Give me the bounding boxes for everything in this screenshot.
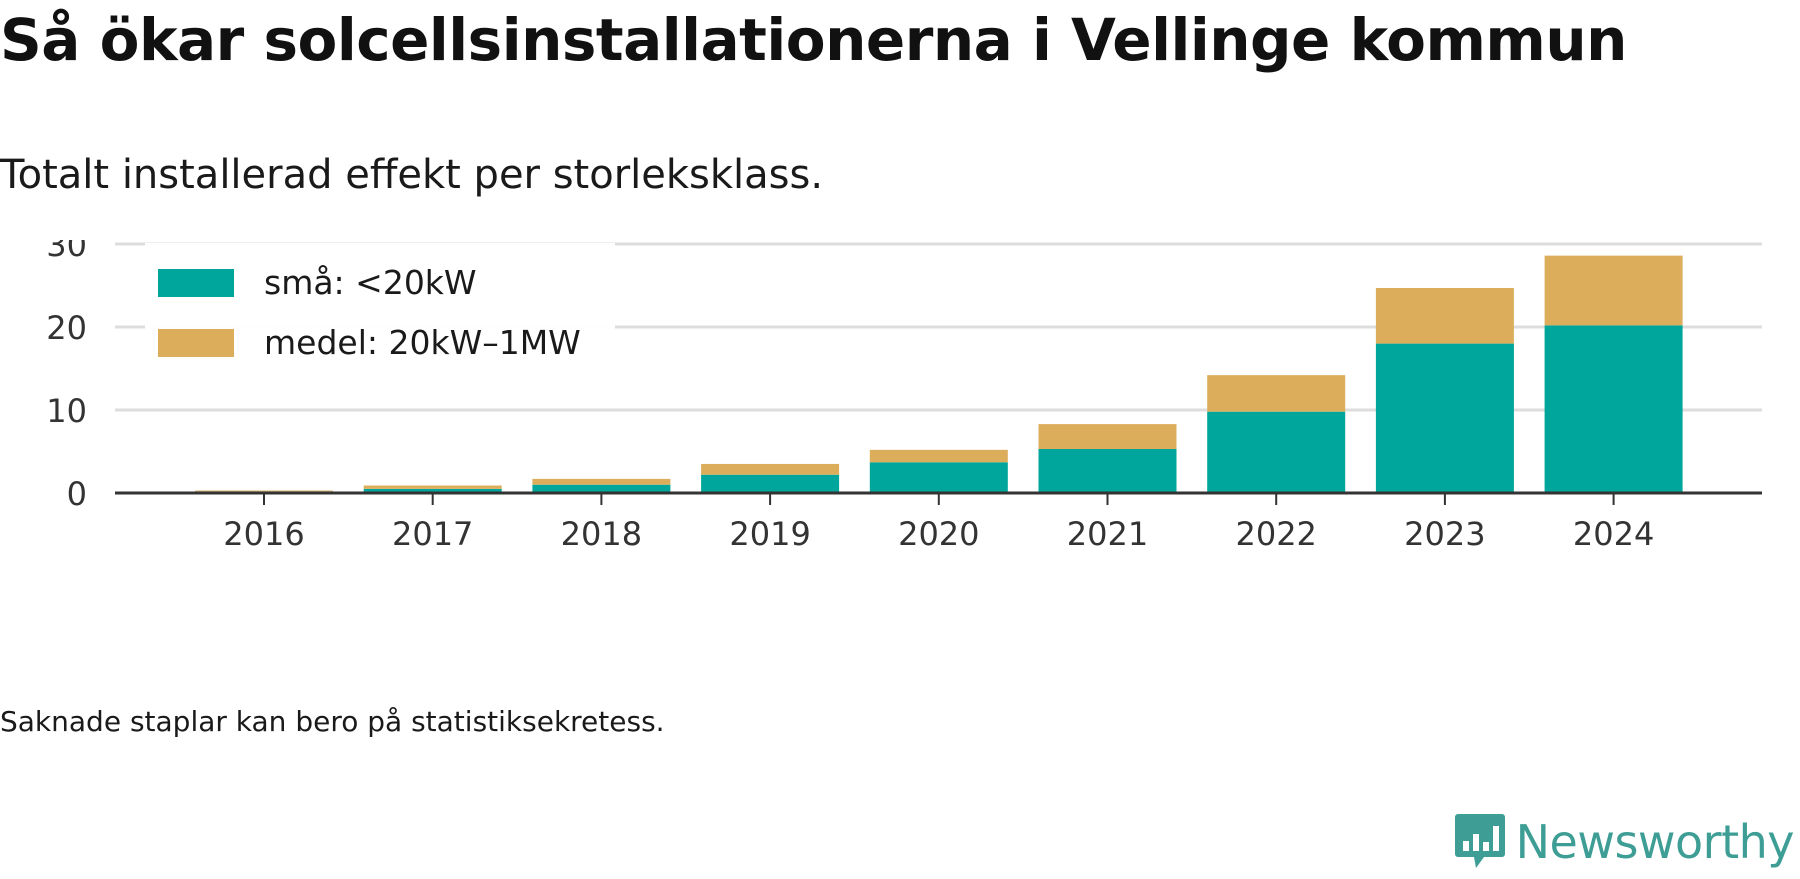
- x-tick-label: 2020: [898, 515, 979, 553]
- bars: [195, 255, 1683, 493]
- y-axis-ticks: 0 10 20 30: [46, 240, 87, 513]
- x-tick-label: 2019: [729, 515, 810, 553]
- bar-segment: [1207, 375, 1346, 412]
- x-tick-label: 2018: [561, 515, 642, 553]
- bar-segment: [532, 484, 671, 493]
- bar-segment: [1038, 424, 1177, 450]
- bar-segment: [701, 463, 840, 475]
- y-tick-label: 10: [46, 392, 87, 430]
- bar-segment: [1375, 343, 1514, 493]
- x-tick-label: 2023: [1404, 515, 1485, 553]
- bar-segment: [363, 485, 502, 489]
- x-tick-label: 2016: [223, 515, 304, 553]
- y-tick-label: 0: [67, 475, 87, 513]
- x-tick-label: 2024: [1573, 515, 1654, 553]
- brand-name: Newsworthy: [1515, 815, 1795, 869]
- chart-title: Så ökar solcellsinstallationerna i Velli…: [0, 6, 1627, 74]
- legend-swatch: [158, 269, 234, 297]
- legend: små: <20kW medel: 20kW–1MW: [145, 243, 615, 371]
- bar-segment: [532, 478, 671, 485]
- x-tick-label: 2017: [392, 515, 473, 553]
- x-axis: [115, 491, 1762, 505]
- bar-segment: [1207, 411, 1346, 493]
- bar-segment: [1544, 325, 1683, 493]
- chart-subtitle: Totalt installerad effekt per storlekskl…: [0, 152, 824, 198]
- legend-label: medel: 20kW–1MW: [264, 323, 581, 362]
- bar-segment: [1038, 449, 1177, 493]
- bar-segment: [1375, 287, 1514, 344]
- bar-segment: [363, 488, 502, 493]
- footnote: Saknade staplar kan bero på statistiksek…: [0, 705, 665, 738]
- x-tick-label: 2022: [1235, 515, 1316, 553]
- bar-segment: [195, 490, 333, 492]
- legend-swatch: [158, 329, 234, 357]
- brand-logo: Newsworthy: [1454, 807, 1795, 877]
- stacked-bar-chart: 0 10 20 30 2016 2017 2018 2019 2020 2021 2022 2023…: [46, 240, 1762, 553]
- y-tick-label: 20: [46, 309, 87, 347]
- x-tick-label: 2021: [1067, 515, 1148, 553]
- bar-segment: [869, 449, 1008, 463]
- bar-segment: [869, 462, 1008, 493]
- x-axis-ticks: 2016 2017 2018 2019 2020 2021 2022 2023 2024: [223, 515, 1654, 553]
- y-tick-label: 30: [46, 240, 87, 264]
- bar-segment: [1544, 255, 1683, 326]
- legend-label: små: <20kW: [264, 263, 477, 302]
- newsworthy-chart-bubble-icon: [1454, 814, 1505, 868]
- bar-segment: [701, 474, 840, 493]
